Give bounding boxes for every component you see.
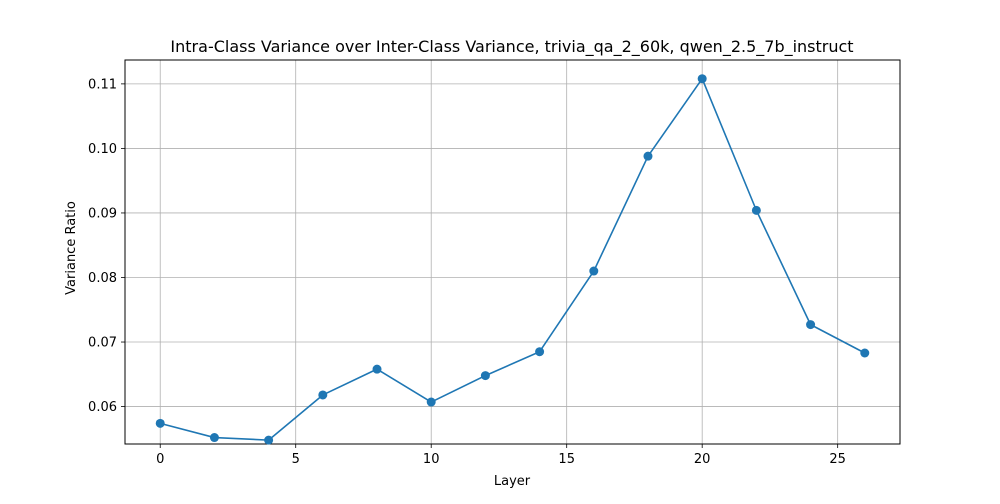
- x-tick-label: 0: [156, 452, 164, 467]
- data-point: [751, 205, 761, 215]
- x-tick-label: 20: [694, 452, 711, 467]
- data-point: [643, 151, 653, 161]
- x-tick-label: 15: [558, 452, 575, 467]
- data-point: [697, 74, 707, 84]
- y-tick-label: 0.09: [88, 206, 117, 221]
- data-point: [535, 347, 545, 357]
- y-tick-label: 0.07: [88, 336, 117, 351]
- data-point: [155, 418, 165, 428]
- data-series: [155, 74, 870, 445]
- y-tick-label: 0.11: [88, 77, 117, 92]
- data-point: [209, 433, 219, 443]
- x-tick-label: 25: [829, 452, 846, 467]
- x-tick-label: 10: [423, 452, 440, 467]
- y-tick-label: 0.06: [88, 400, 117, 415]
- data-point: [589, 266, 599, 276]
- data-point: [806, 320, 816, 330]
- x-axis-label: Layer: [494, 474, 531, 489]
- data-point: [860, 348, 870, 358]
- chart-title: Intra-Class Variance over Inter-Class Va…: [170, 37, 853, 57]
- series-line: [160, 77, 866, 441]
- data-point: [480, 371, 490, 381]
- data-point: [372, 364, 382, 374]
- y-tick-label: 0.08: [88, 271, 117, 286]
- axis-ticks: 0 5 10 15 20 25 0.06 0.07 0.08 0.09 0.10 0.11: [88, 77, 846, 467]
- data-point: [264, 435, 274, 445]
- y-axis-label: Variance Ratio: [64, 201, 79, 295]
- plot-frame: [124, 59, 901, 445]
- data-point: [318, 390, 328, 400]
- y-tick-label: 0.10: [88, 142, 117, 157]
- x-tick-label: 5: [292, 452, 300, 467]
- grid-lines: [125, 60, 900, 444]
- data-point: [426, 397, 436, 407]
